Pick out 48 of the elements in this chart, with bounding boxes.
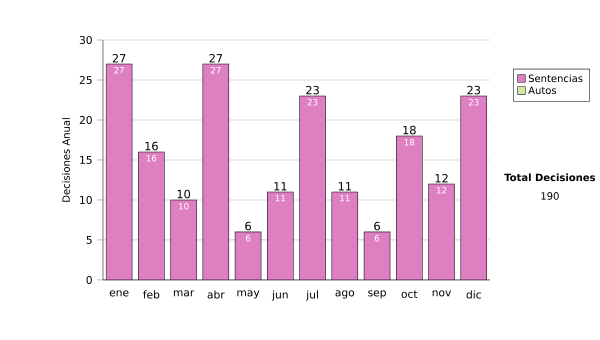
total-label: 16	[145, 142, 158, 150]
data-label: 16	[146, 154, 156, 162]
total-label: 6	[245, 222, 251, 230]
total-label: 10	[178, 190, 190, 198]
y-tick-label: 5	[86, 236, 92, 244]
text: Total Decisiones	[504, 173, 596, 182]
y-axis-title: Decisiones Anual	[62, 118, 70, 202]
x-tick-label: sep	[368, 290, 386, 299]
total-label: 12	[436, 174, 448, 182]
x-tick-label: dic	[466, 290, 481, 299]
data-label: 27	[210, 66, 221, 74]
x-tick-label: jun	[272, 290, 288, 301]
y-tick-label: 30	[80, 36, 92, 44]
data-label: 12	[436, 186, 446, 194]
legend-label: Sentencias	[528, 74, 583, 82]
data-label: 18	[404, 138, 414, 146]
data-label: 11	[340, 194, 350, 202]
x-tick-label: may	[237, 290, 260, 299]
data-label: 6	[246, 234, 250, 242]
total-label: 11	[274, 182, 286, 190]
data-label: 23	[468, 98, 479, 106]
x-tick-label: abr	[208, 290, 225, 299]
total-label: 11	[338, 182, 351, 190]
data-label: 10	[179, 202, 189, 210]
y-tick-label: 10	[80, 196, 92, 204]
text: 190	[541, 192, 559, 200]
x-tick-label: jul	[306, 290, 318, 301]
total-label: 6	[374, 222, 380, 230]
total-label: 27	[112, 54, 126, 62]
data-label: 23	[308, 98, 318, 106]
total-label: 23	[306, 86, 319, 94]
data-label: 6	[374, 234, 380, 242]
x-tick-label: nov	[432, 290, 452, 296]
x-tick-label: feb	[143, 290, 160, 299]
x-tick-label: ago	[336, 290, 354, 299]
total-label: 23	[467, 86, 480, 94]
total-label: 27	[209, 54, 222, 62]
x-tick-label: mar	[174, 290, 194, 296]
data-label: 27	[114, 66, 124, 74]
y-tick-label: 25	[80, 76, 92, 84]
total-label: 18	[403, 126, 416, 134]
legend-label: Autos	[528, 86, 556, 94]
data-label: 11	[276, 194, 286, 202]
x-tick-label: ene	[110, 290, 128, 296]
y-tick-label: 20	[80, 116, 92, 124]
y-tick-label: 0	[86, 276, 92, 284]
x-tick-label: oct	[402, 290, 418, 298]
y-tick-label: 15	[80, 156, 92, 164]
